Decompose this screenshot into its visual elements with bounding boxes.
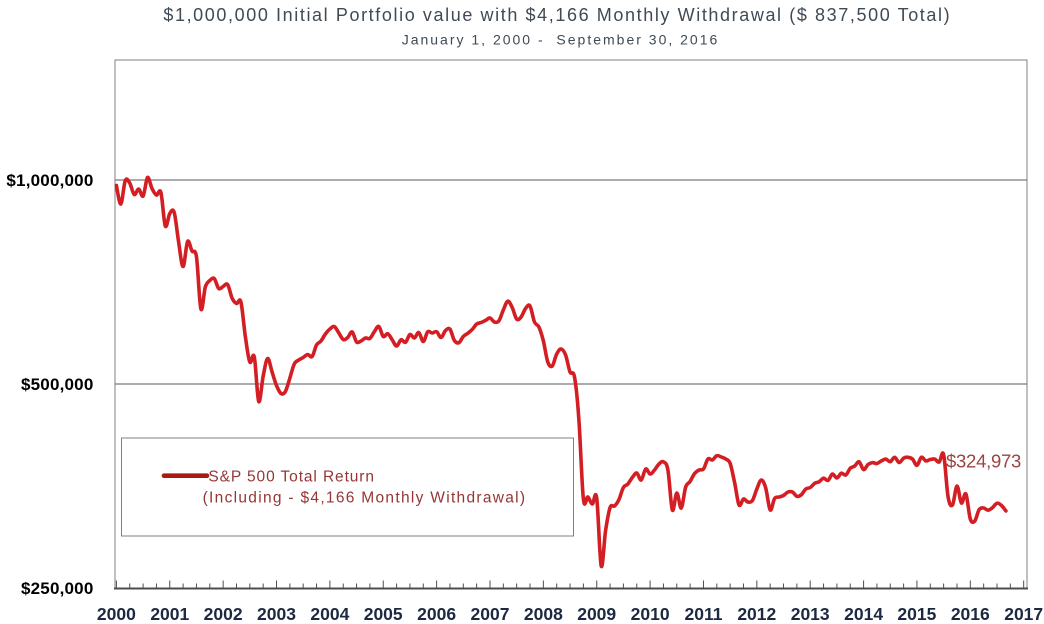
svg-text:$1,000,000: $1,000,000 [6,171,93,190]
svg-text:2005: 2005 [364,604,403,624]
svg-text:January 1, 2000 - September 3: January 1, 2000 - September 30, 2016 [402,31,720,47]
svg-text:2016: 2016 [951,604,990,624]
svg-text:2006: 2006 [417,604,456,624]
svg-text:2009: 2009 [577,604,616,624]
svg-text:2012: 2012 [737,604,776,624]
svg-text:2004: 2004 [310,604,349,624]
svg-text:2015: 2015 [897,604,936,624]
svg-text:$324,973: $324,973 [946,451,1021,472]
svg-text:2017: 2017 [1004,604,1043,624]
svg-text:$500,000: $500,000 [21,375,94,394]
svg-text:2007: 2007 [471,604,510,624]
svg-text:2002: 2002 [204,604,243,624]
svg-text:2000: 2000 [97,604,136,624]
svg-text:$250,000: $250,000 [21,579,94,598]
svg-text:2013: 2013 [791,604,830,624]
svg-text:2014: 2014 [844,604,883,624]
svg-text:2010: 2010 [631,604,670,624]
svg-text:2001: 2001 [150,604,189,624]
svg-text:2011: 2011 [685,604,723,624]
svg-text:(Including - $4,166 Monthly Wi: (Including - $4,166 Monthly Withdrawal) [203,490,527,507]
svg-text:2008: 2008 [524,604,563,624]
svg-text:S&P 500 Total Return: S&P 500 Total Return [208,468,375,485]
svg-text:2003: 2003 [257,604,296,624]
svg-text:$1,000,000 Initial Portfolio v: $1,000,000 Initial Portfolio value with … [163,5,951,25]
